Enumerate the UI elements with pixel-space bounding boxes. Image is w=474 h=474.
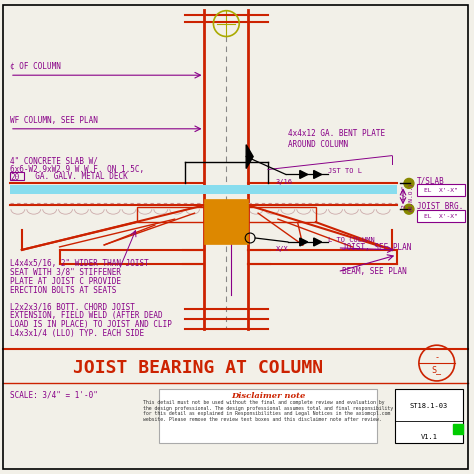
Bar [204, 199, 248, 244]
Text: L2x2x3/16 BOTT. CHORD JOIST: L2x2x3/16 BOTT. CHORD JOIST [10, 302, 135, 311]
Text: EL  X'-X": EL X'-X" [424, 214, 457, 219]
Text: GA. GALV. METAL DECK: GA. GALV. METAL DECK [26, 173, 128, 182]
Text: V1.1: V1.1 [420, 434, 438, 439]
Text: S_: S_ [432, 365, 442, 374]
Bar [137, 207, 204, 222]
Bar [159, 389, 377, 444]
Text: EL  X'-X": EL X'-X" [424, 188, 457, 193]
Text: SEAT WITH 3/8" STIFFENER: SEAT WITH 3/8" STIFFENER [10, 268, 121, 277]
Bar [395, 389, 463, 444]
Text: BEAM, SEE PLAN: BEAM, SEE PLAN [342, 267, 407, 276]
Polygon shape [314, 238, 322, 246]
Circle shape [404, 204, 414, 214]
Bar [248, 207, 316, 222]
Text: 2 1/2"
(U.N.O.): 2 1/2" (U.N.O.) [401, 181, 412, 211]
Text: 3/16: 3/16 [276, 180, 293, 185]
Polygon shape [314, 171, 322, 178]
Text: X/X: X/X [276, 246, 289, 252]
Bar [10, 173, 24, 181]
Bar [10, 185, 397, 194]
Text: Disclaimer note: Disclaimer note [231, 392, 305, 400]
Text: JOIST BRG.: JOIST BRG. [417, 202, 463, 211]
Text: LOAD IS IN PLACE) TO JOIST AND CLIP: LOAD IS IN PLACE) TO JOIST AND CLIP [10, 320, 172, 329]
Circle shape [404, 178, 414, 188]
Text: L TO COLUMN: L TO COLUMN [328, 237, 374, 243]
Text: T/SLAB: T/SLAB [417, 176, 445, 185]
Text: 4" CONCRETE SLAB W/: 4" CONCRETE SLAB W/ [10, 156, 98, 165]
Text: JST TO L: JST TO L [328, 168, 362, 174]
Bar [453, 424, 463, 434]
Text: JOIST, SEE PLAN: JOIST, SEE PLAN [342, 244, 412, 253]
Polygon shape [300, 171, 308, 178]
Text: 4x4x12 GA. BENT PLATE
AROUND COLUMN: 4x4x12 GA. BENT PLATE AROUND COLUMN [288, 129, 385, 149]
Text: 20: 20 [11, 173, 20, 182]
Text: SCALE: 3/4" = 1'-0": SCALE: 3/4" = 1'-0" [10, 391, 98, 400]
Text: L4x3x1/4 (LLO) TYP. EACH SIDE: L4x3x1/4 (LLO) TYP. EACH SIDE [10, 329, 144, 338]
Polygon shape [300, 238, 308, 246]
Bar [417, 184, 465, 196]
Text: This detail must not be used without the final and complete review and evaluatio: This detail must not be used without the… [143, 400, 393, 422]
Text: PLATE AT JOIST C PROVIDE: PLATE AT JOIST C PROVIDE [10, 277, 121, 286]
Text: EXTENSION, FIELD WELD (AFTER DEAD: EXTENSION, FIELD WELD (AFTER DEAD [10, 311, 163, 320]
Text: 6x6-W2.9xW2.9 W.W.F. ON 1.5C,: 6x6-W2.9xW2.9 W.W.F. ON 1.5C, [10, 164, 144, 173]
Bar [417, 210, 465, 222]
Text: -: - [434, 354, 439, 363]
Text: ¢ OF COLUMN: ¢ OF COLUMN [10, 62, 61, 71]
Text: L4x4x5/16, 2" WIDER THAN JOIST: L4x4x5/16, 2" WIDER THAN JOIST [10, 259, 149, 268]
Text: ST18.1-03: ST18.1-03 [410, 403, 448, 409]
Text: JOIST BEARING AT COLUMN: JOIST BEARING AT COLUMN [73, 359, 324, 377]
Text: ERECTION BOLTS AT SEATS: ERECTION BOLTS AT SEATS [10, 286, 116, 294]
Text: WF COLUMN, SEE PLAN: WF COLUMN, SEE PLAN [10, 116, 98, 125]
Polygon shape [246, 145, 253, 169]
